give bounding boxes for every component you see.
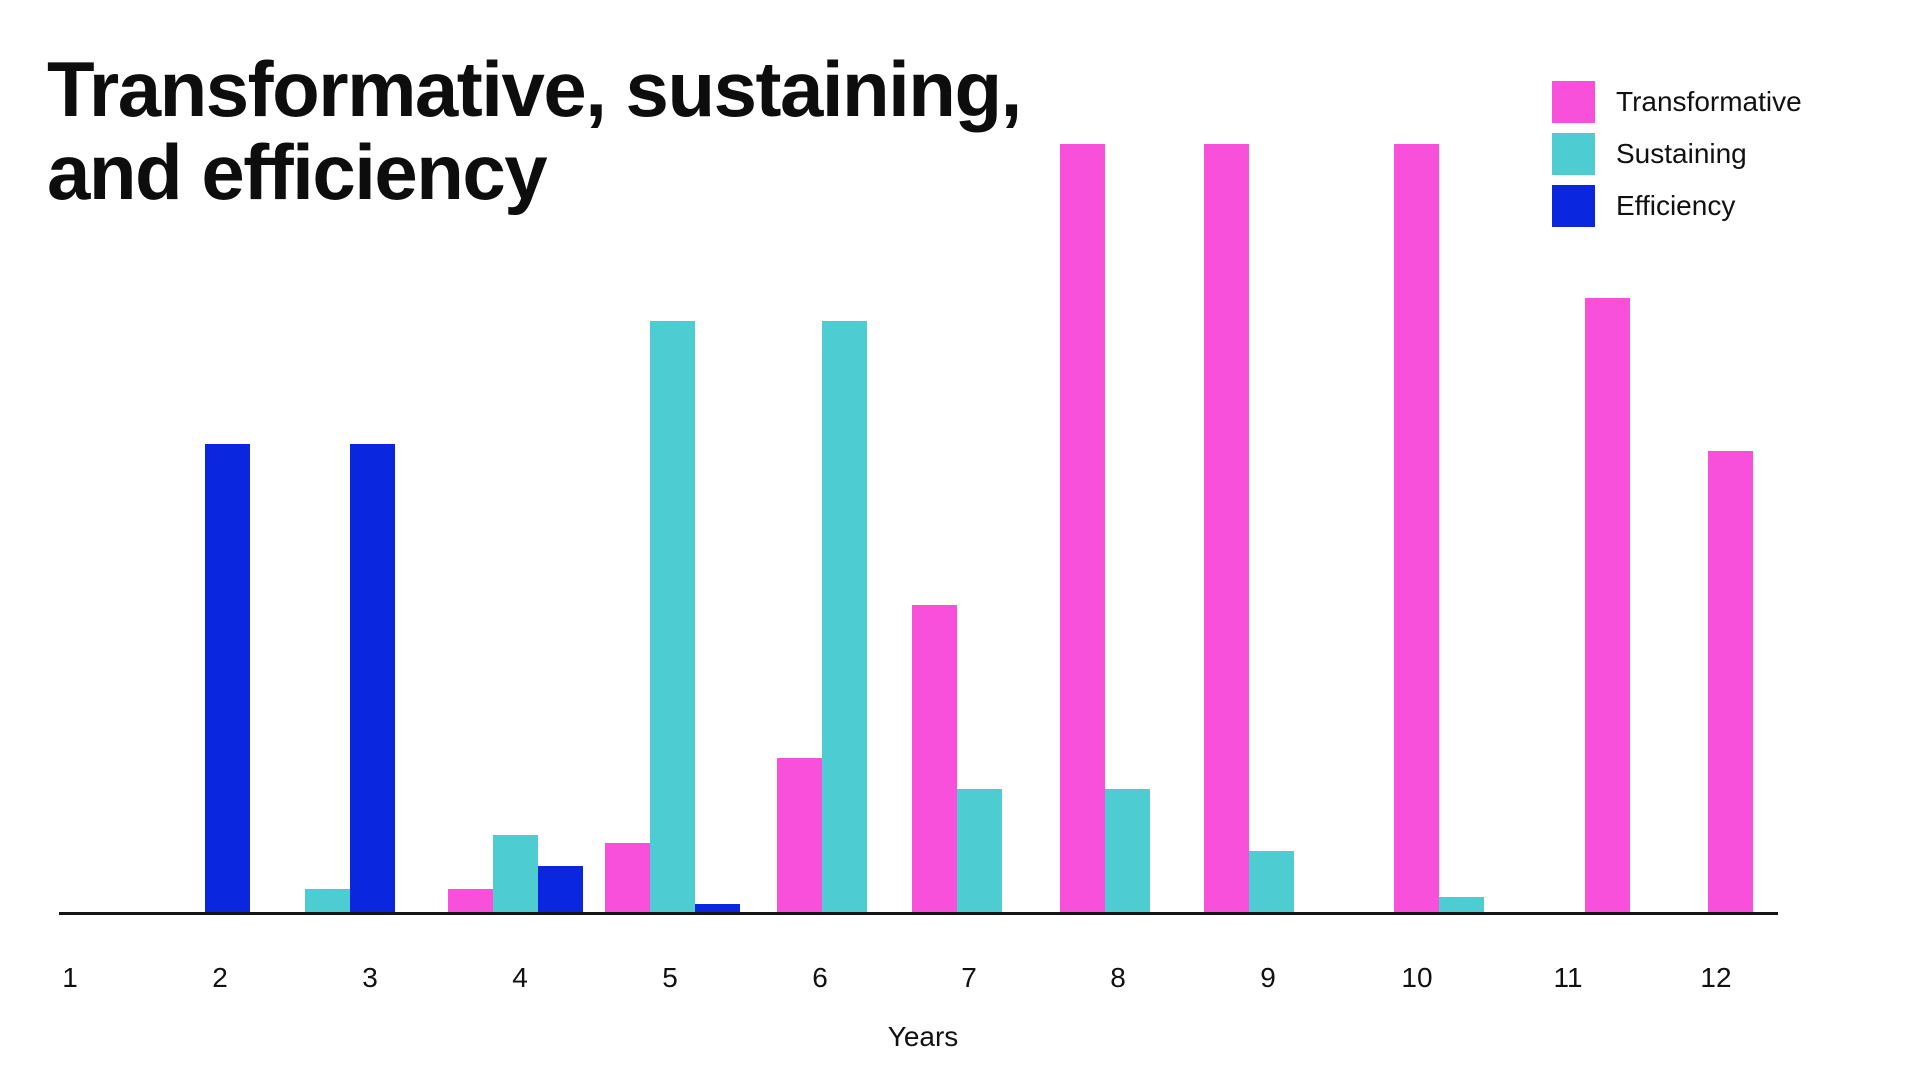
- bar-transformative-year-12: [1707, 451, 1753, 912]
- bar-transformative-year-6: [777, 758, 822, 912]
- bar-transformative-year-7: [912, 604, 957, 912]
- bar-transformative-year-8: [1060, 144, 1105, 912]
- bar-efficiency-year-2: [204, 443, 250, 912]
- bar-sustaining-year-9: [1249, 850, 1294, 912]
- x-tick-label-8: 8: [1110, 962, 1126, 993]
- x-tick-label-5: 5: [662, 962, 678, 993]
- x-tick-label-7: 7: [961, 962, 977, 993]
- legend-label-sustaining: Sustaining: [1616, 138, 1747, 169]
- x-axis-title: Years: [887, 1021, 959, 1052]
- legend: Transformative Sustaining Efficiency: [1552, 81, 1802, 227]
- bar-sustaining-year-3: [305, 888, 350, 912]
- bar-efficiency-year-3: [350, 443, 395, 912]
- bar-transformative-year-9: [1204, 144, 1249, 912]
- chart-title-line-2: and efficiency: [47, 127, 548, 216]
- bar-transformative-year-4: [447, 888, 493, 912]
- x-tick-label-9: 9: [1260, 962, 1276, 993]
- bar-sustaining-year-5: [649, 320, 695, 912]
- efficiency-swatch-icon: [1552, 185, 1595, 227]
- bar-transformative-year-10: [1394, 144, 1439, 912]
- x-tick-label-2: 2: [212, 962, 228, 993]
- bar-sustaining-year-10: [1439, 896, 1484, 912]
- transformative-swatch-icon: [1552, 81, 1595, 123]
- bar-sustaining-year-6: [822, 320, 867, 912]
- legend-label-transformative: Transformative: [1616, 86, 1802, 117]
- bar-sustaining-year-8: [1105, 789, 1150, 912]
- legend-item-efficiency: Efficiency: [1552, 185, 1802, 227]
- x-axis-line: [59, 912, 1778, 915]
- chart-title: Transformative, sustaining, and efficien…: [47, 45, 1022, 216]
- legend-item-transformative: Transformative: [1552, 81, 1802, 123]
- x-tick-label-10: 10: [1401, 962, 1433, 993]
- x-tick-label-1: 1: [62, 962, 78, 993]
- bar-efficiency-year-4: [537, 865, 583, 912]
- legend-item-sustaining: Sustaining: [1552, 133, 1802, 175]
- sustaining-swatch-icon: [1552, 133, 1595, 175]
- bar-sustaining-year-7: [957, 789, 1002, 912]
- bar-transformative-year-5: [604, 842, 650, 912]
- bar-sustaining-year-4: [492, 835, 538, 912]
- bar-transformative-year-11: [1584, 297, 1630, 912]
- chart-title-line-1: Transformative, sustaining,: [47, 45, 1022, 133]
- x-tick-label-12: 12: [1700, 962, 1732, 993]
- x-tick-label-11: 11: [1553, 962, 1583, 993]
- legend-label-efficiency: Efficiency: [1616, 190, 1736, 221]
- x-tick-label-3: 3: [362, 962, 378, 993]
- x-tick-label-4: 4: [512, 962, 528, 993]
- x-tick-label-6: 6: [812, 962, 828, 993]
- bar-efficiency-year-5: [694, 904, 740, 912]
